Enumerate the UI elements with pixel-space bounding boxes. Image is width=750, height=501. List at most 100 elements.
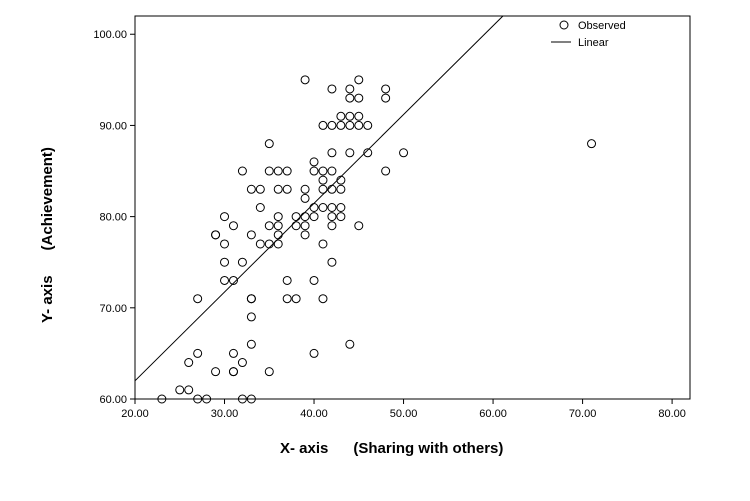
data-point (354, 120, 364, 130)
data-point (228, 221, 238, 231)
data-point (345, 120, 355, 130)
x-tick-label: 30.00 (211, 408, 239, 420)
data-point (345, 84, 355, 94)
data-point (318, 239, 328, 249)
data-point (318, 294, 328, 304)
x-tick-label: 20.00 (121, 408, 149, 420)
x-axis-title: X- axis (Sharing with others) (280, 440, 503, 457)
y-tick-label: 80.00 (99, 212, 127, 224)
data-point (264, 166, 274, 176)
data-point (193, 294, 203, 304)
y-axis-title: Y- axis (Achievement) (39, 147, 56, 323)
data-point (246, 184, 256, 194)
data-point (237, 166, 247, 176)
data-point (220, 239, 230, 249)
data-point (273, 184, 283, 194)
data-point (273, 166, 283, 176)
data-point (354, 221, 364, 231)
data-point (220, 257, 230, 267)
data-point (354, 93, 364, 103)
y-tick-label: 100.00 (93, 29, 127, 41)
data-point (309, 348, 319, 358)
data-point (300, 193, 310, 203)
data-point (327, 120, 337, 130)
legend-observed-marker (559, 20, 569, 30)
data-point (255, 203, 265, 212)
data-point (336, 120, 346, 130)
data-point (175, 385, 185, 395)
data-point (300, 184, 310, 194)
data-point (327, 212, 337, 222)
data-point (246, 339, 256, 349)
data-point (220, 275, 230, 285)
data-point (309, 275, 319, 285)
data-point (228, 367, 238, 377)
data-point (345, 93, 355, 103)
fit-line-layer (134, 15, 504, 382)
data-point (300, 75, 310, 85)
data-point (246, 230, 256, 240)
data-point (184, 385, 194, 395)
data-point (399, 148, 409, 158)
data-point (255, 239, 265, 249)
plot-frame (134, 15, 691, 400)
data-point (193, 348, 203, 358)
data-point (345, 148, 355, 158)
legend-observed-label: Observed (578, 20, 626, 32)
data-point (318, 120, 328, 130)
data-point (157, 394, 167, 404)
data-point (336, 203, 346, 212)
data-point (336, 111, 346, 121)
data-point (193, 394, 203, 404)
x-tick-label: 50.00 (390, 408, 418, 420)
data-point (255, 184, 265, 194)
data-point (309, 166, 319, 176)
data-point (273, 239, 283, 249)
legend-linear-label: Linear (578, 37, 609, 49)
legend: Observed Linear (551, 20, 626, 49)
data-point (345, 339, 355, 349)
data-point (318, 184, 328, 194)
y-axis-ticks: 60.00 70.00 80.00 90.00 100.00 (93, 29, 135, 406)
data-point (336, 184, 346, 194)
data-point (211, 367, 221, 377)
data-point (220, 212, 230, 222)
data-point (291, 294, 301, 304)
data-point (184, 358, 194, 368)
data-point (363, 148, 373, 158)
data-point (237, 257, 247, 267)
data-point (211, 230, 221, 240)
data-point (327, 166, 337, 176)
y-tick-label: 70.00 (99, 303, 127, 315)
data-point (246, 394, 256, 404)
data-point (300, 221, 310, 231)
data-point (327, 257, 337, 267)
data-point (354, 111, 364, 121)
data-point (381, 166, 391, 176)
data-point (282, 294, 292, 304)
data-point (228, 348, 238, 358)
data-point (237, 394, 247, 404)
data-point (237, 358, 247, 368)
data-point (282, 166, 292, 176)
data-point (246, 312, 256, 322)
data-point (300, 230, 310, 240)
plot-area (134, 15, 691, 400)
data-point (318, 166, 328, 176)
data-point (327, 84, 337, 94)
data-point (327, 203, 337, 212)
data-point (202, 394, 212, 404)
data-point (381, 93, 391, 103)
data-point (327, 148, 337, 158)
data-point (273, 212, 283, 222)
data-point (336, 212, 346, 222)
data-point (363, 120, 373, 130)
data-point (228, 275, 238, 285)
data-point (345, 111, 355, 121)
data-point (318, 203, 328, 212)
data-point (318, 175, 328, 185)
y-tick-label: 60.00 (99, 394, 127, 406)
data-point (264, 367, 274, 377)
